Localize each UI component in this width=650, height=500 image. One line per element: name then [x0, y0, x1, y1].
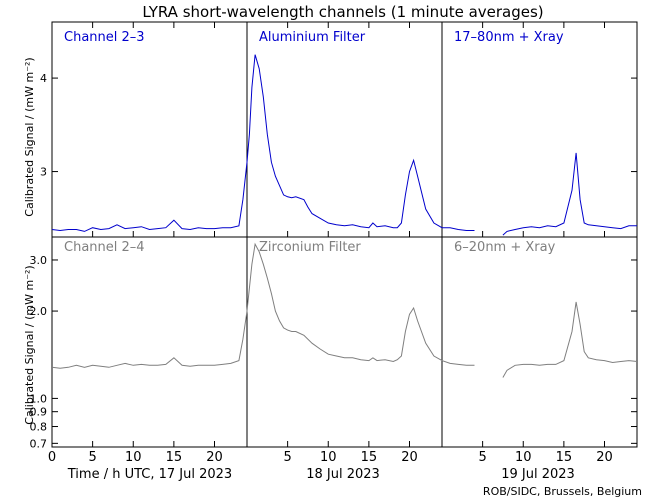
bottom-y-tick-label: 2.0: [30, 305, 48, 318]
bottom-y-tick-group: 0.7 0.8 0.91.0 2.0 3.0: [30, 254, 637, 450]
bottom-series-group: [51, 242, 638, 378]
top-y-tick-group: 34: [40, 72, 637, 179]
panel-label-17-80nm-xray: 17–80nm + Xray: [454, 30, 564, 45]
top-y-tick-label: 4: [40, 72, 47, 85]
top-series-group: [51, 54, 637, 236]
day-label-18-jul: 18 Jul 2023: [306, 467, 380, 482]
bottom-panel: 0.7 0.8 0.91.0 2.0 3.0 Channel 2–4 Zirconium…: [30, 236, 638, 450]
bottom-plot-border: [51, 236, 638, 448]
top-y-tick-label: 3: [40, 166, 47, 179]
x-tick-label: 20: [401, 450, 418, 465]
y-axis-label-bottom: Calibrated Signal / (mW m⁻²): [23, 265, 36, 424]
x-tick-label: 10: [515, 450, 532, 465]
x-tick-label: 10: [125, 450, 142, 465]
day-label-19-jul: 19 Jul 2023: [501, 467, 575, 482]
footer-credit: ROB/SIDC, Brussels, Belgium: [483, 485, 642, 498]
panel-label-zirconium-filter: Zirconium Filter: [259, 240, 361, 255]
bottom-series-line-0-segment-0: [51, 242, 475, 369]
panel-label-6-20nm-xray: 6–20nm + Xray: [454, 240, 556, 255]
x-tick-label: 20: [206, 450, 223, 465]
x-tick-label: 5: [283, 450, 291, 465]
x-tick-label: 10: [320, 450, 337, 465]
x-axis: 0 5 10 15 20 5 10 15 20 5 10 15 20: [48, 22, 613, 465]
panel-label-channel-2-3: Channel 2–3: [64, 30, 145, 45]
x-tick-label: 15: [556, 450, 573, 465]
chart-title: LYRA short-wavelength channels (1 minute…: [142, 3, 543, 21]
bottom-y-tick-label: 0.8: [30, 421, 48, 434]
x-tick-label: 20: [596, 450, 613, 465]
x-tick-label: 5: [88, 450, 96, 465]
bottom-y-tick-label: 0.7: [30, 437, 48, 450]
top-series-line-0-segment-1: [502, 152, 637, 236]
top-series-line-0-segment-0: [51, 54, 475, 232]
bottom-y-tick-label: 1.0: [30, 392, 48, 405]
x-tick-label: 15: [361, 450, 378, 465]
bottom-panel-frame: [51, 236, 638, 448]
x-tick-label: 5: [478, 450, 486, 465]
y-axis-label-top: Calibrated Signal / (mW m⁻²): [23, 57, 36, 216]
bottom-y-tick-label: 3.0: [30, 254, 48, 267]
top-panel: 34 Channel 2–3 Aluminium Filter 17–80nm …: [40, 21, 638, 238]
bottom-y-tick-label: 0.9: [30, 406, 48, 419]
x-tick-label: 15: [166, 450, 183, 465]
bottom-series-line-0-segment-1: [502, 301, 638, 378]
x-tick-label: 0: [48, 450, 56, 465]
panel-label-aluminium-filter: Aluminium Filter: [259, 30, 366, 45]
panel-label-channel-2-4: Channel 2–4: [64, 240, 145, 255]
x-axis-unit-label: Time / h UTC, 17 Jul 2023: [67, 467, 232, 482]
